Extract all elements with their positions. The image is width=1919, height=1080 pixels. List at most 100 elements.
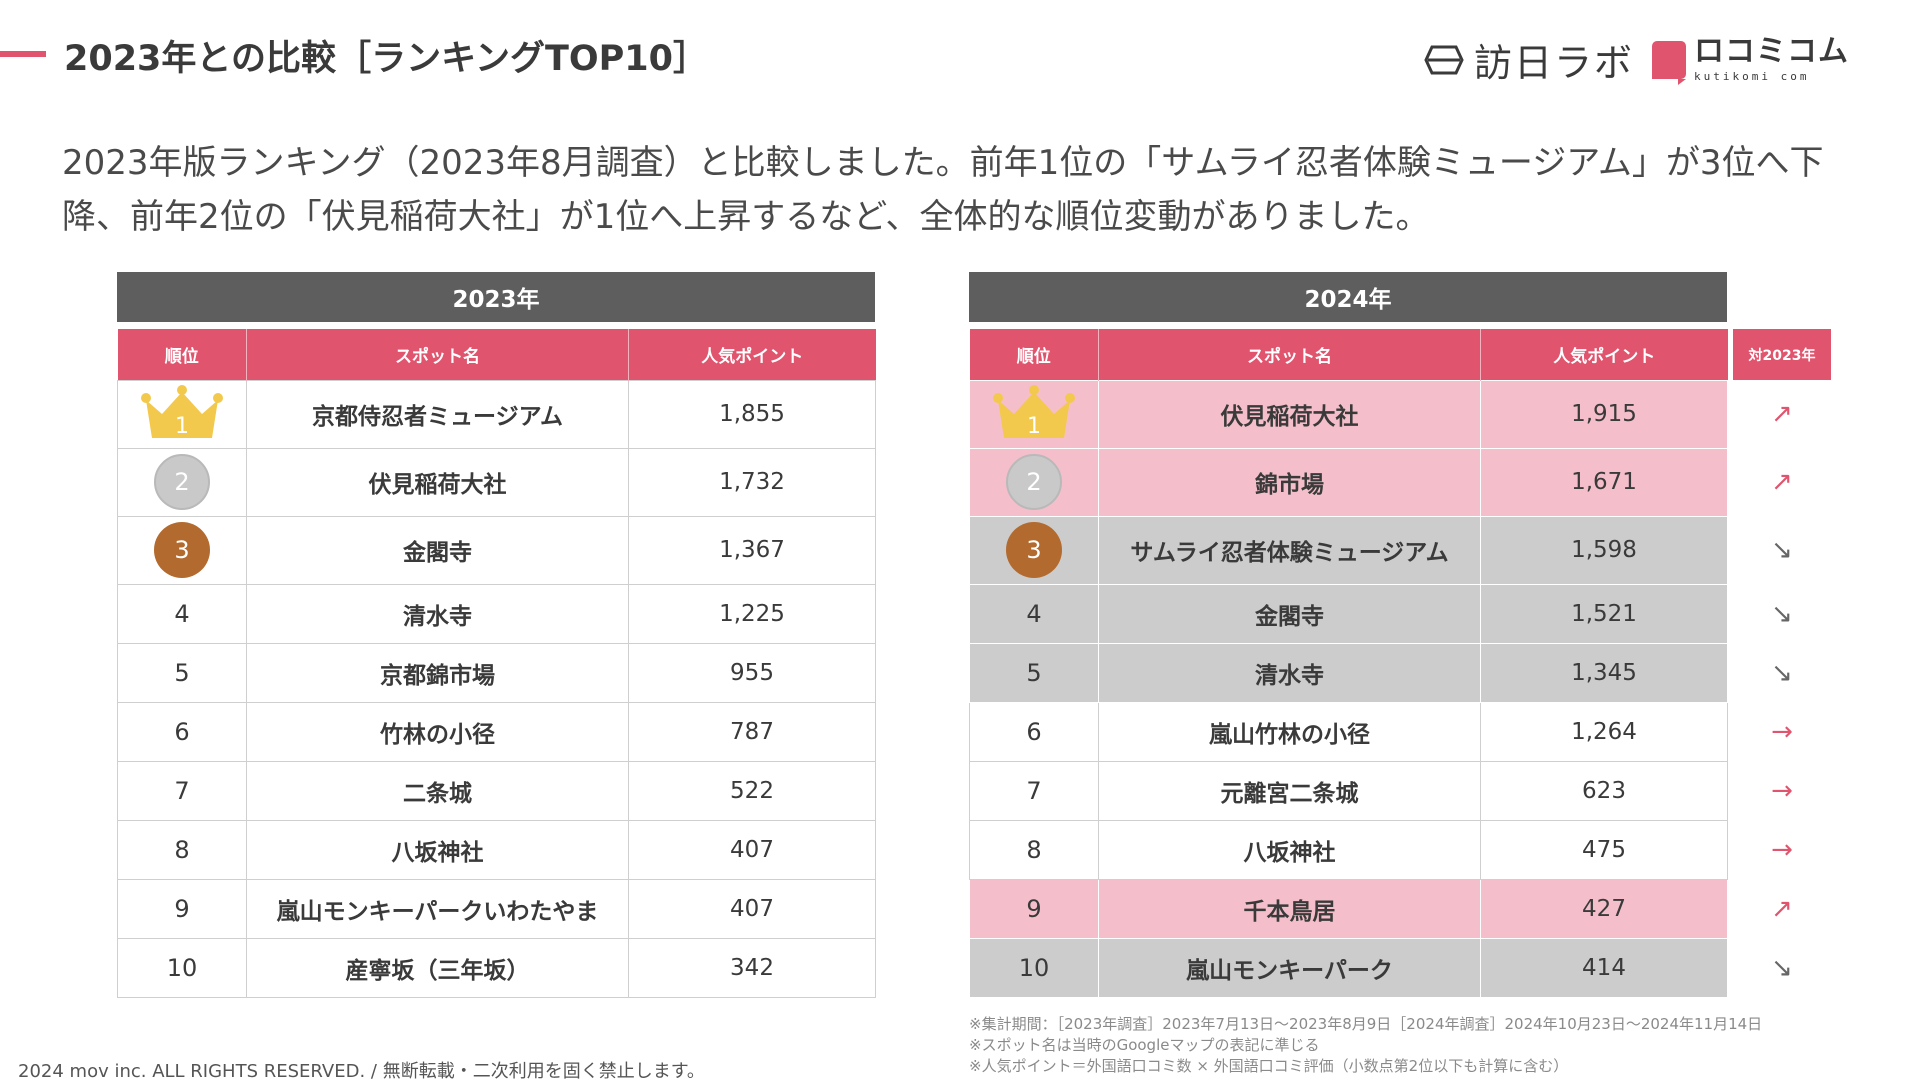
bronze-medal-icon: 3 [1006, 522, 1062, 578]
table-row: 8 八坂神社 407 [117, 819, 876, 880]
points-value: 1,264 [1480, 701, 1728, 762]
spot-name: 京都侍忍者ミュージアム [246, 379, 629, 449]
silver-medal-icon: 2 [154, 454, 210, 510]
spot-name: 錦市場 [1098, 447, 1481, 517]
lead-text: 2023年版ランキング（2023年8月調査）と比較しました。前年1位の「サムライ… [62, 143, 1824, 237]
ranking-table: 順位 スポット名 人気ポイント 1 伏見稲荷大社 1,915 2 錦市場 [969, 329, 1728, 998]
points-value: 414 [1480, 937, 1728, 998]
table-row: 3 サムライ忍者体験ミュージアム 1,598 [969, 515, 1728, 585]
column-header-rank: 順位 [969, 329, 1099, 380]
points-value: 1,367 [628, 515, 876, 585]
table-row: 4 金閣寺 1,521 [969, 583, 1728, 644]
silver-medal-icon: 2 [1006, 454, 1062, 510]
table-row: 7 元離宮二条城 623 [969, 760, 1728, 821]
spot-name: 伏見稲荷大社 [246, 447, 629, 517]
points-value: 1,345 [1480, 642, 1728, 703]
ranking-table-2023: 2023年 順位 スポット名 人気ポイント 1 京都侍忍者ミュージアム 1, [117, 272, 876, 998]
arrow-up-right-icon: ↗ [1771, 467, 1793, 497]
table-row: 1 京都侍忍者ミュージアム 1,855 [117, 379, 876, 449]
points-value: 1,521 [1480, 583, 1728, 644]
title-accent-bar [0, 51, 46, 57]
kutikomi-logo-icon [1652, 40, 1686, 85]
points-value: 955 [628, 642, 876, 703]
spot-name: 伏見稲荷大社 [1098, 379, 1481, 449]
footnotes: ※集計期間：［2023年調査］2023年7月13日〜2023年8月9日［2024… [969, 1014, 1762, 1077]
table-row: 1 伏見稲荷大社 1,915 [969, 379, 1728, 449]
table-row: 9 千本鳥居 427 [969, 878, 1728, 939]
arrow-right-icon: → [1771, 716, 1793, 747]
points-value: 342 [628, 937, 876, 998]
rank-number: 5 [117, 642, 247, 703]
crown-icon: 1 [141, 385, 223, 439]
points-value: 407 [628, 819, 876, 880]
spot-name: 八坂神社 [246, 819, 629, 880]
rank-number: 8 [969, 819, 1099, 880]
rank-number: 1 [175, 414, 189, 439]
rank-number: 6 [117, 701, 247, 762]
spot-name: 嵐山竹林の小径 [1098, 701, 1481, 762]
rank-number: 4 [117, 583, 247, 644]
table-row: 6 竹林の小径 787 [117, 701, 876, 762]
hoj-logo: 訪日ラボ [1424, 32, 1634, 87]
rank-number: 7 [117, 760, 247, 821]
spot-name: 清水寺 [246, 583, 629, 644]
arrow-right-icon: → [1771, 834, 1793, 865]
spot-name: 金閣寺 [246, 515, 629, 585]
arrow-right-icon: → [1771, 775, 1793, 806]
rank-cell: 1 [117, 379, 247, 449]
arrow-up-right-icon: ↗ [1771, 893, 1793, 924]
rank-cell: 2 [117, 447, 247, 517]
table-row: 4 清水寺 1,225 [117, 583, 876, 644]
rank-cell: 3 [117, 515, 247, 585]
spot-name: 嵐山モンキーパーク [1098, 937, 1481, 998]
page-title: 2023年との比較［ランキングTOP10］ [64, 39, 708, 79]
logos: 訪日ラボ ロコミコム kutikomi com [1424, 32, 1849, 87]
points-value: 1,855 [628, 379, 876, 449]
footnote-spot-name: ※スポット名は当時のGoogleマップの表記に準じる [969, 1036, 1320, 1054]
crown-icon: 1 [993, 385, 1075, 439]
table-row: 3 金閣寺 1,367 [117, 515, 876, 585]
kutikomi-logo-text: ロコミコム [1694, 34, 1849, 69]
rank-number: 9 [117, 878, 247, 939]
table-row: 5 清水寺 1,345 [969, 642, 1728, 703]
spot-name: 元離宮二条城 [1098, 760, 1481, 821]
rank-number: 7 [969, 760, 1099, 821]
ranking-table: 順位 スポット名 人気ポイント 1 京都侍忍者ミュージアム 1,855 2 [117, 329, 876, 998]
points-value: 1,915 [1480, 379, 1728, 449]
table-row: 10 嵐山モンキーパーク 414 [969, 937, 1728, 998]
arrow-down-right-icon: ↘ [1771, 657, 1793, 688]
table-row: 7 二条城 522 [117, 760, 876, 821]
table-row: 8 八坂神社 475 [969, 819, 1728, 880]
hoj-logo-text: 訪日ラボ [1473, 41, 1634, 85]
rank-cell: 1 [969, 379, 1099, 449]
spot-name: 産寧坂（三年坂） [246, 937, 629, 998]
column-header-rank: 順位 [117, 329, 247, 380]
arrow-down-right-icon: ↘ [1771, 598, 1793, 629]
year-header-2023: 2023年 [117, 272, 875, 322]
copyright: 2024 mov inc. ALL RIGHTS RESERVED. / 無断転… [18, 1061, 705, 1080]
points-value: 475 [1480, 819, 1728, 880]
arrow-up-right-icon: ↗ [1771, 399, 1793, 429]
spot-name: サムライ忍者体験ミュージアム [1098, 515, 1481, 585]
rank-number: 10 [969, 937, 1099, 998]
rank-cell: 2 [969, 447, 1099, 517]
table-row: 10 産寧坂（三年坂） 342 [117, 937, 876, 998]
rank-number: 1 [1027, 414, 1041, 439]
arrow-down-right-icon: ↘ [1771, 535, 1793, 565]
column-header-vs: 対2023年 [1733, 329, 1831, 380]
footnote-period: ※集計期間：［2023年調査］2023年7月13日〜2023年8月9日［2024… [969, 1015, 1763, 1033]
spot-name: 二条城 [246, 760, 629, 821]
points-value: 1,598 [1480, 515, 1728, 585]
column-header-points: 人気ポイント [628, 329, 876, 380]
points-value: 427 [1480, 878, 1728, 939]
rank-number: 5 [969, 642, 1099, 703]
points-value: 1,225 [628, 583, 876, 644]
rank-number: 6 [969, 701, 1099, 762]
table-row: 5 京都錦市場 955 [117, 642, 876, 703]
rank-number: 8 [117, 819, 247, 880]
table-row: 2 錦市場 1,671 [969, 447, 1728, 517]
points-value: 407 [628, 878, 876, 939]
points-value: 522 [628, 760, 876, 821]
spot-name: 八坂神社 [1098, 819, 1481, 880]
year-header-2024: 2024年 [969, 272, 1727, 322]
